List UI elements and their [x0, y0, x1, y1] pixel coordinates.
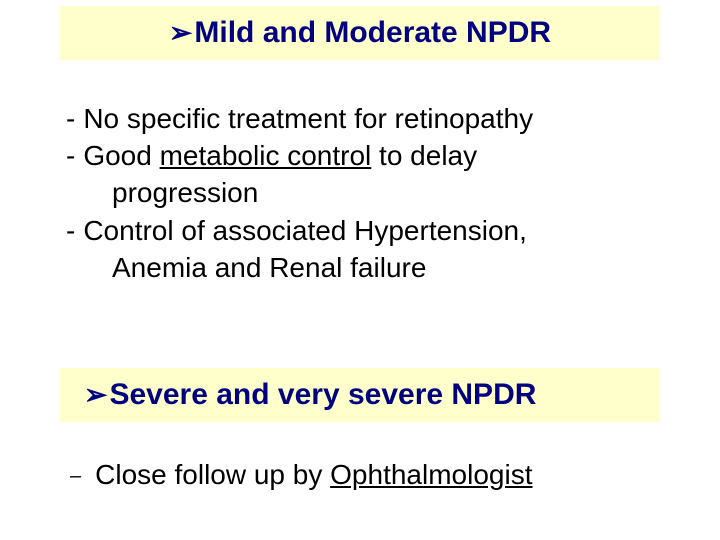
heading-mild-moderate: ➢ Mild and Moderate NPDR [74, 16, 646, 50]
heading-box-mild-moderate: ➢ Mild and Moderate NPDR [60, 6, 660, 60]
body-line: – Close follow up by Ophthalmologist [70, 456, 660, 493]
arrow-bullet-icon: ➢ [169, 19, 192, 47]
body-line: - No specific treatment for retinopathy [66, 100, 660, 137]
dash-bullet: - [66, 100, 83, 137]
body-text: Good metabolic control to delay [83, 137, 660, 174]
body-text: Close follow up by Ophthalmologist [95, 456, 660, 493]
body-line: progression [66, 174, 660, 211]
heading-severe: ➢ Severe and very severe NPDR [74, 378, 646, 412]
underlined-text: Ophthalmologist [330, 459, 532, 490]
body-line: - Good metabolic control to delay [66, 137, 660, 174]
heading-severe-text: Severe and very severe NPDR [109, 378, 536, 412]
body-mild-moderate: - No specific treatment for retinopathy … [66, 100, 660, 286]
underlined-text: metabolic control [160, 140, 372, 171]
heading-box-severe: ➢ Severe and very severe NPDR [60, 368, 660, 422]
dash-bullet: – [70, 456, 95, 490]
body-line: Anemia and Renal failure [66, 249, 660, 286]
body-text: No specific treatment for retinopathy [83, 100, 660, 137]
body-severe: – Close follow up by Ophthalmologist [70, 456, 660, 493]
body-text: Anemia and Renal failure [66, 249, 660, 286]
body-text: Control of associated Hypertension, [83, 212, 660, 249]
dash-bullet: - [66, 137, 83, 174]
heading-mild-moderate-text: Mild and Moderate NPDR [194, 16, 551, 50]
dash-bullet: - [66, 212, 83, 249]
body-line: - Control of associated Hypertension, [66, 212, 660, 249]
body-text: progression [66, 174, 660, 211]
arrow-bullet-icon: ➢ [84, 381, 107, 409]
